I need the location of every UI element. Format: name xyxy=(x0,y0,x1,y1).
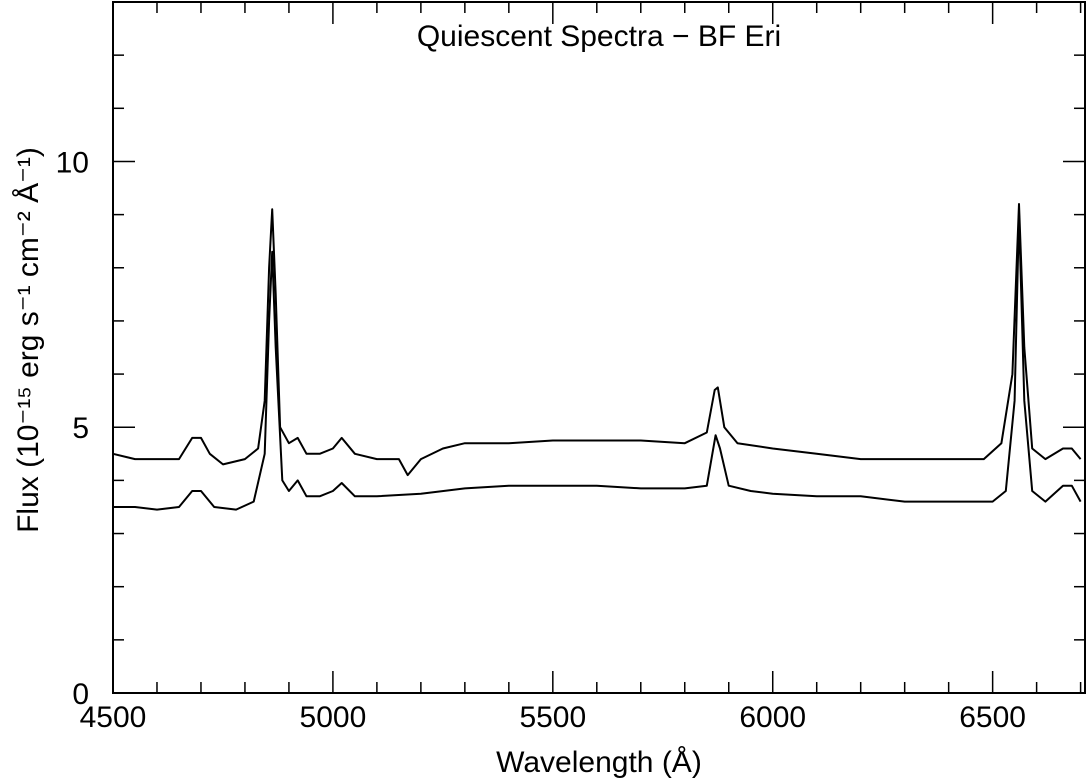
y-tick-label: 5 xyxy=(72,412,89,445)
spectrum-line xyxy=(113,213,1082,511)
x-tick-label: 6500 xyxy=(959,701,1026,734)
x-axis-label: Wavelength (Å) xyxy=(496,746,702,779)
y-tick-label: 0 xyxy=(72,678,89,711)
y-axis-label: Flux (10⁻¹⁵ erg s⁻¹ cm⁻² Å⁻¹) xyxy=(12,147,45,533)
y-tick-label: 10 xyxy=(56,146,89,179)
spectrum-line xyxy=(112,203,1082,477)
x-tick-label: 5000 xyxy=(300,701,367,734)
chart-title: Quiescent Spectra − BF Eri xyxy=(417,20,781,53)
plot-frame xyxy=(112,1,1086,694)
x-tick-label: 5500 xyxy=(519,701,586,734)
x-tick-label: 4500 xyxy=(80,701,147,734)
x-tick-label: 6000 xyxy=(739,701,806,734)
